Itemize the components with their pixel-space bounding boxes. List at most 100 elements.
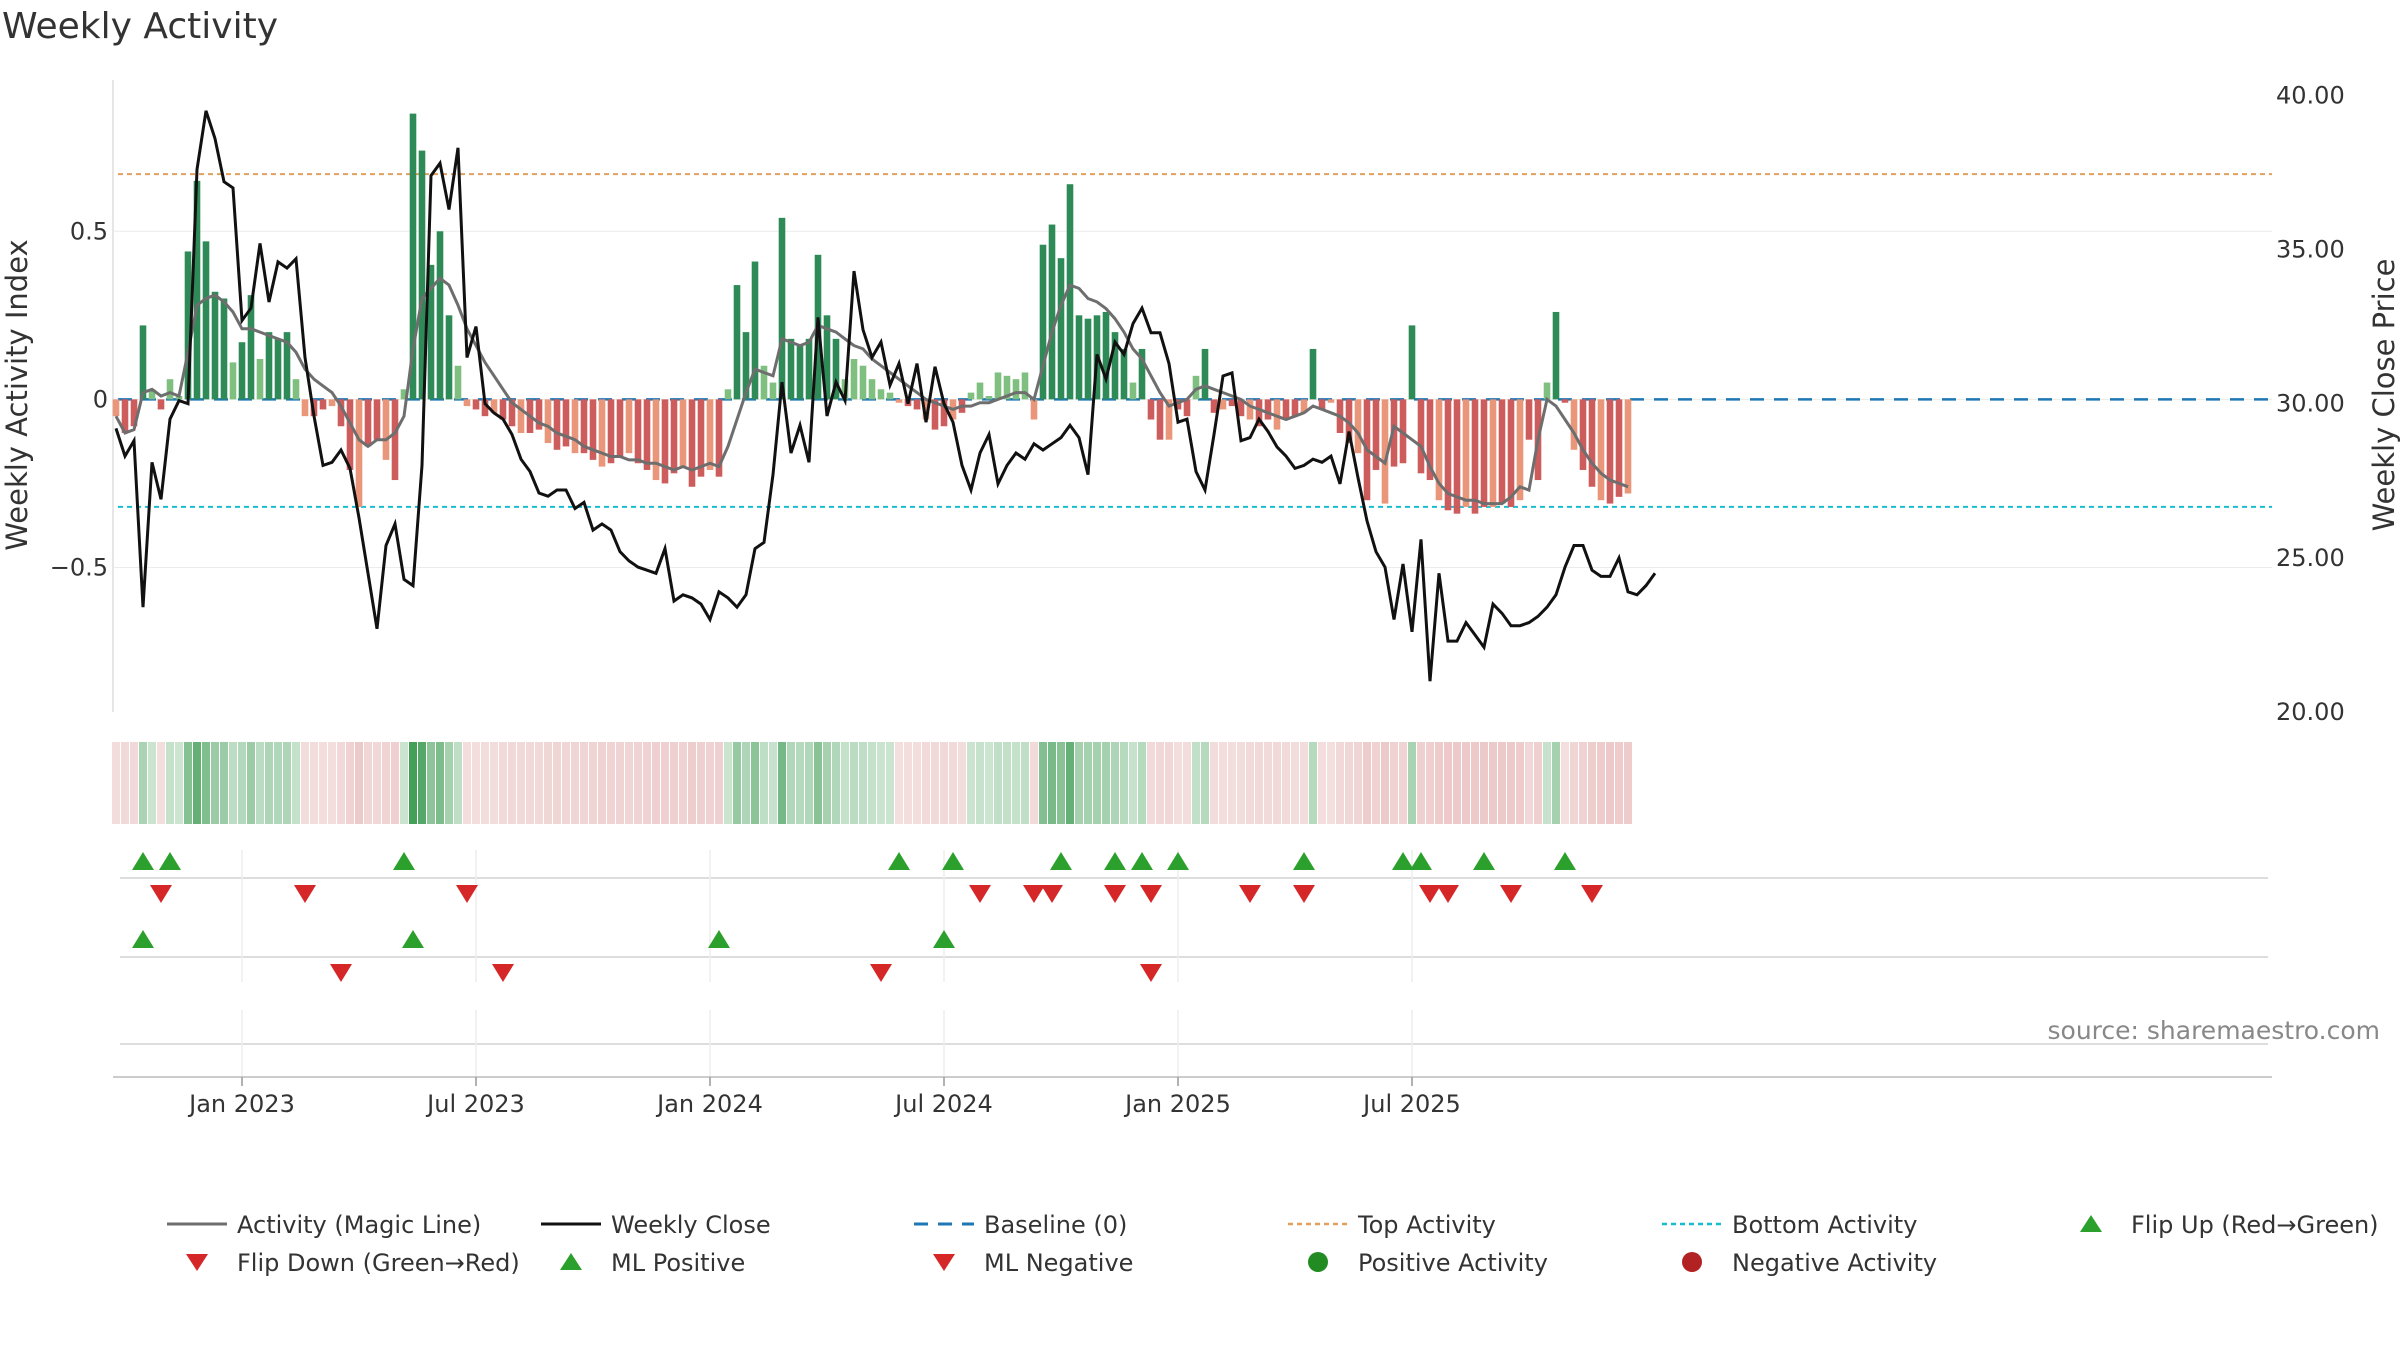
flip-up-marker (888, 852, 910, 870)
strip-cell (517, 742, 525, 824)
legend-label: Flip Up (Red→Green) (2131, 1211, 2379, 1239)
strip-cell (1219, 742, 1227, 824)
activity-bar (121, 399, 129, 433)
strip-cell (130, 742, 138, 824)
strip-cell (1480, 742, 1488, 824)
strip-cell (1426, 742, 1434, 824)
strip-cell (1597, 742, 1605, 824)
strip-cell (175, 742, 183, 824)
activity-bar (283, 332, 291, 400)
activity-bar (373, 399, 381, 440)
legend-label: ML Positive (611, 1249, 745, 1277)
activity-bar (886, 392, 894, 400)
strip-cell (706, 742, 714, 824)
flip-down-marker (456, 885, 478, 903)
activity-bar (1426, 399, 1434, 481)
legend-swatch (2080, 1215, 2102, 1232)
strip-cell (1165, 742, 1173, 824)
activity-bar (364, 399, 372, 447)
activity-bar (1327, 399, 1335, 403)
strip-cell (1372, 742, 1380, 824)
strip-cell (751, 742, 759, 824)
strip-cell (904, 742, 912, 824)
activity-bar (544, 399, 552, 444)
legend-label: Activity (Magic Line) (237, 1211, 481, 1239)
activity-bar (562, 399, 570, 447)
strip-cell (148, 742, 156, 824)
activity-bar (1309, 348, 1317, 400)
strip-cell (1588, 742, 1596, 824)
legend-label: Negative Activity (1732, 1249, 1937, 1277)
strip-cell (1111, 742, 1119, 824)
strip-cell (922, 742, 930, 824)
activity-bar (184, 251, 192, 400)
activity-bar (580, 399, 588, 454)
ml-negative-marker (492, 964, 514, 982)
activity-bar (1354, 399, 1362, 454)
activity-heat-strip (112, 742, 1632, 824)
strip-cell (1039, 742, 1047, 824)
strip-cell (1498, 742, 1506, 824)
activity-bar (661, 399, 669, 484)
strip-cell (139, 742, 147, 824)
activity-bar (400, 389, 408, 400)
ml-positive-marker (933, 930, 955, 948)
strip-cell (841, 742, 849, 824)
activity-bar (616, 399, 624, 457)
strip-cell (796, 742, 804, 824)
activity-bar (589, 399, 597, 460)
activity-bar (607, 399, 615, 464)
activity-bar (427, 264, 435, 400)
strip-cell (1462, 742, 1470, 824)
strip-cell (1525, 742, 1533, 824)
strip-cell (553, 742, 561, 824)
activity-bar (1462, 399, 1470, 507)
activity-bar (202, 241, 210, 400)
strip-cell (166, 742, 174, 824)
ml-positive-marker (708, 930, 730, 948)
strip-cell (472, 742, 480, 824)
activity-bar (1480, 399, 1488, 507)
activity-bar (1237, 399, 1245, 417)
left-tick-label: −0.5 (50, 553, 108, 581)
activity-bar (625, 399, 633, 454)
activity-bar (796, 345, 804, 400)
activity-bar (706, 399, 714, 470)
legend-label: Baseline (0) (984, 1211, 1127, 1239)
activity-bar (1453, 399, 1461, 514)
activity-bar (760, 365, 768, 400)
activity-bar (1282, 399, 1290, 420)
strip-cell (877, 742, 885, 824)
ml-negative-marker (1140, 964, 1162, 982)
activity-bar (1156, 399, 1164, 440)
strip-cell (634, 742, 642, 824)
right-tick-label: 40.00 (2276, 81, 2345, 109)
strip-cell (1363, 742, 1371, 824)
activity-bar (346, 399, 354, 470)
strip-cell (859, 742, 867, 824)
strip-cell (1210, 742, 1218, 824)
strip-cell (1615, 742, 1623, 824)
strip-cell (202, 742, 210, 824)
strip-cell (1156, 742, 1164, 824)
ml-positive-marker (132, 930, 154, 948)
legend-item: Flip Down (Green→Red) (186, 1249, 520, 1277)
strip-cell (490, 742, 498, 824)
series-lines (114, 110, 1657, 682)
strip-cell (274, 742, 282, 824)
activity-bar (733, 285, 741, 400)
legend-item: Bottom Activity (1662, 1211, 1917, 1239)
strip-cell (427, 742, 435, 824)
strip-cell (283, 742, 291, 824)
legend-swatch (933, 1254, 955, 1271)
strip-cell (1255, 742, 1263, 824)
flip-up-marker (942, 852, 964, 870)
legend-label: Top Activity (1357, 1211, 1496, 1239)
strip-cell (760, 742, 768, 824)
strip-cell (1453, 742, 1461, 824)
activity-bar (1579, 399, 1587, 470)
activity-bar (1543, 382, 1551, 400)
strip-cell (1192, 742, 1200, 824)
strip-cell (310, 742, 318, 824)
